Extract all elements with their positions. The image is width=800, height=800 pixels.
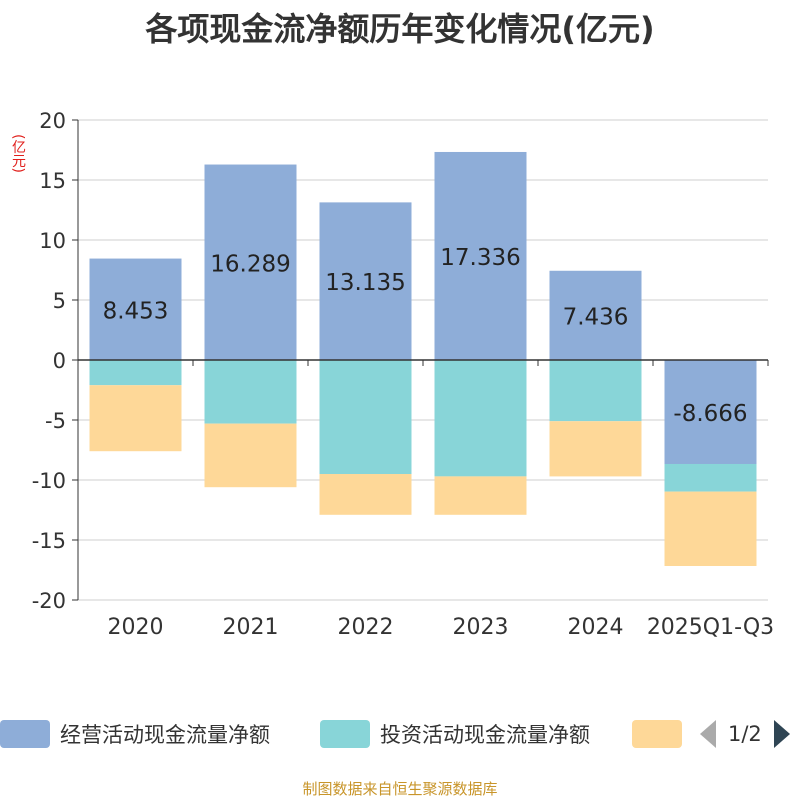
bar-segment-series2: [204, 360, 297, 424]
y-tick-label: 0: [53, 349, 66, 373]
legend-pager: 1/2: [700, 719, 800, 749]
y-tick-label: -10: [32, 469, 66, 493]
legend-item-investing[interactable]: 投资活动现金流量净额: [320, 719, 590, 749]
bar-segment-series3: [319, 474, 412, 515]
y-tick-label: 5: [53, 289, 66, 313]
legend-swatch-third: [632, 720, 682, 748]
data-label: 16.289: [210, 251, 290, 277]
legend-item-operating[interactable]: 经营活动现金流量净额: [0, 719, 270, 749]
x-tick-label: 2021: [223, 615, 279, 640]
bar-segment-series2: [319, 360, 412, 474]
y-tick-label: -5: [45, 409, 66, 433]
bar-segment-series2: [434, 360, 527, 477]
legend-swatch-operating: [0, 720, 50, 748]
bar-segment-series3: [434, 476, 527, 515]
x-tick-label: 2025Q1-Q3: [647, 615, 774, 640]
legend-item-third[interactable]: [632, 719, 692, 749]
y-tick-label: -20: [32, 589, 66, 613]
bar-segment-series1: [549, 270, 642, 360]
data-label: 8.453: [103, 298, 169, 324]
legend-next-page-icon[interactable]: [773, 720, 790, 748]
bar-segment-series1: [204, 164, 297, 360]
legend-swatch-investing: [320, 720, 370, 748]
legend-label-investing: 投资活动现金流量净额: [380, 723, 590, 747]
bar-segment-series3: [89, 385, 182, 452]
legend: 经营活动现金流量净额 投资活动现金流量净额 1/2: [0, 712, 800, 756]
y-axis-unit-label: (亿元): [10, 133, 26, 173]
data-label: -8.666: [673, 401, 747, 427]
data-source-note: 制图数据来自恒生聚源数据库: [302, 780, 498, 798]
y-tick-label: -15: [32, 529, 66, 553]
chart-title: 各项现金流净额历年变化情况(亿元): [145, 10, 655, 48]
data-label: 13.135: [325, 270, 405, 296]
y-tick-label: 20: [39, 109, 66, 133]
data-label: 17.336: [440, 245, 520, 271]
bar-segment-series1: [434, 151, 527, 360]
bar-segment-series3: [204, 423, 297, 488]
bar-segment-series1: [89, 258, 182, 360]
x-tick-label: 2023: [453, 615, 509, 640]
x-tick-label: 2024: [568, 615, 624, 640]
legend-label-operating: 经营活动现金流量净额: [60, 723, 270, 747]
x-tick-label: 2020: [108, 615, 164, 640]
bar-segment-series2: [664, 463, 757, 492]
y-tick-label: 15: [39, 169, 66, 193]
x-tick-label: 2022: [338, 615, 394, 640]
bar-segment-series1: [319, 202, 412, 360]
data-label: 7.436: [563, 304, 629, 330]
bar-segment-series2: [549, 360, 642, 422]
legend-prev-page-icon[interactable]: [700, 720, 716, 748]
bar-segment-series3: [549, 421, 642, 477]
legend-page-indicator: 1/2: [728, 722, 762, 746]
bar-segment-series2: [89, 360, 182, 386]
y-tick-label: 10: [39, 229, 66, 253]
bar-segment-series3: [664, 491, 757, 566]
bar-segment-series1: [664, 360, 757, 464]
bar-chart: 20 15 10 5 0 -5 -10 -15 -20 8.453 16.289 13.135 17.3…: [32, 109, 774, 640]
